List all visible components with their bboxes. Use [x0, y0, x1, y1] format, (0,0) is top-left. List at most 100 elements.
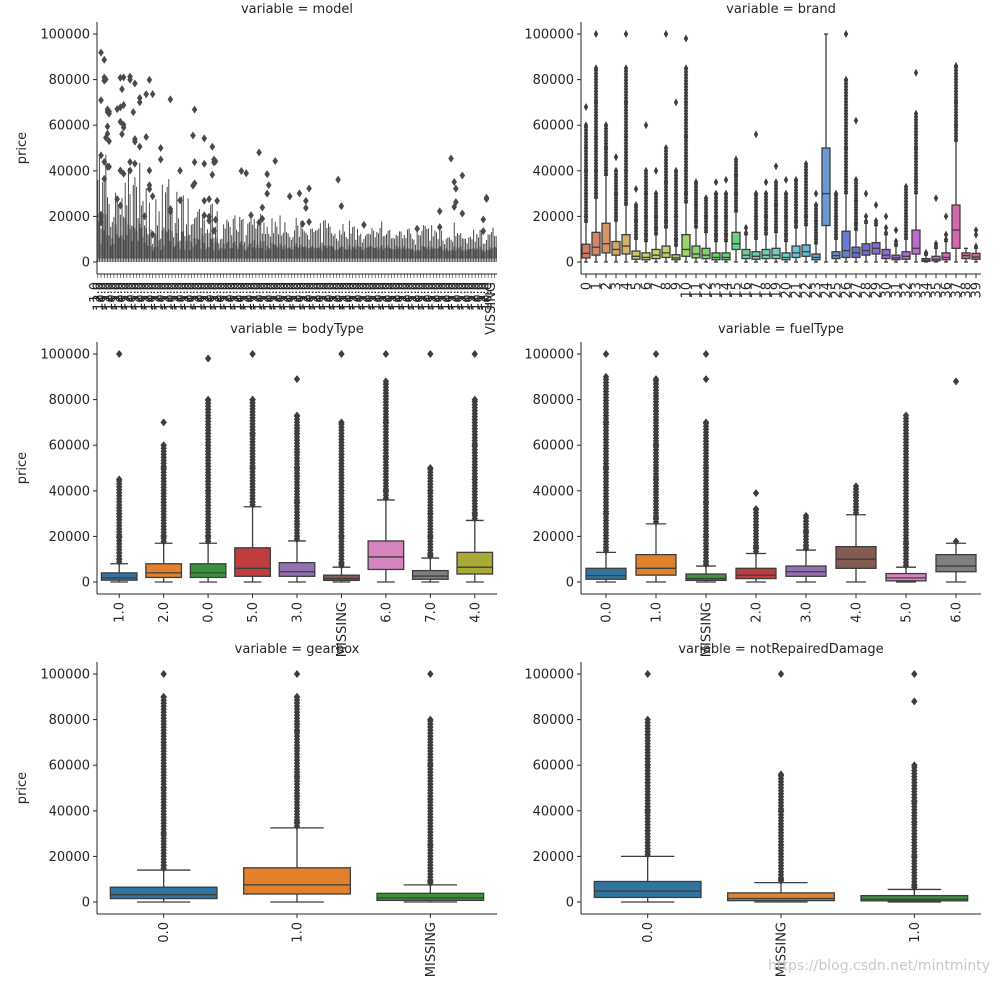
outlier	[338, 350, 345, 358]
x-tick-label: 1.0	[375, 282, 390, 303]
outlier	[873, 216, 879, 225]
box	[305, 246, 307, 259]
outlier	[853, 116, 859, 125]
outlier	[427, 509, 434, 518]
box	[266, 245, 268, 259]
x-tick-label: 1.0	[276, 282, 291, 303]
outlier	[752, 543, 760, 552]
box	[364, 247, 367, 259]
box	[392, 249, 394, 259]
box-0	[581, 102, 591, 263]
facet-title: variable = brand	[726, 2, 836, 17]
outlier	[120, 169, 127, 178]
x-tick-label: 12.0	[329, 282, 344, 311]
x-tick-label: 12.0	[408, 282, 423, 311]
outlier	[120, 100, 127, 109]
box	[493, 246, 496, 259]
y-tick-label: 80000	[533, 713, 574, 728]
x-tick-label: 1.0	[306, 282, 321, 303]
box	[324, 245, 326, 259]
x-tick-label: 13	[710, 282, 725, 299]
outlier	[593, 30, 599, 38]
box	[211, 239, 214, 259]
x-tick-label: 10.0	[431, 282, 446, 311]
x-tick-label: 10.0	[134, 282, 149, 311]
outlier	[338, 418, 345, 427]
outlier	[104, 122, 111, 131]
outlier	[602, 543, 610, 552]
box	[155, 234, 157, 259]
box	[484, 251, 486, 259]
x-tick-label: 10.0	[441, 282, 456, 311]
box-31	[891, 226, 901, 263]
box-1	[591, 30, 601, 263]
outlier	[120, 73, 127, 82]
outlier	[264, 189, 270, 198]
outlier	[249, 429, 256, 438]
outlier	[293, 498, 301, 507]
outlier	[793, 201, 799, 209]
box	[209, 238, 212, 259]
box-14	[721, 175, 731, 263]
box	[230, 248, 233, 259]
iqr-box	[821, 147, 831, 227]
x-tick-label: 5.0	[246, 602, 261, 623]
x-tick-label: 10.0	[293, 282, 308, 311]
box	[137, 240, 139, 259]
outlier	[303, 203, 309, 212]
box	[479, 246, 481, 259]
box-6.0	[367, 350, 405, 583]
box	[127, 224, 130, 259]
outlier	[613, 153, 619, 162]
facet-4: variable = fuelType 0 20000 40000 60000 80000…	[524, 322, 981, 657]
box-2	[601, 121, 611, 263]
outlier	[773, 162, 779, 171]
outlier	[603, 121, 609, 130]
outlier	[673, 98, 679, 107]
box	[440, 246, 443, 259]
box-34	[921, 248, 931, 263]
box	[461, 250, 464, 259]
box	[398, 246, 401, 259]
outlier	[265, 181, 272, 190]
iqr-box	[585, 567, 627, 580]
outlier	[683, 98, 689, 107]
x-tick-label: 12.0	[161, 282, 176, 311]
outlier	[902, 539, 910, 548]
box	[287, 247, 289, 259]
outlier	[653, 189, 659, 198]
outlier	[191, 105, 198, 114]
outlier	[943, 230, 949, 239]
outlier	[633, 230, 639, 239]
outlier	[177, 166, 183, 175]
x-tick-label: 22	[800, 282, 815, 299]
x-tick-label: 12.0	[378, 282, 393, 311]
box	[358, 247, 360, 259]
outlier	[249, 464, 256, 472]
box	[474, 249, 476, 259]
outlier	[693, 178, 699, 187]
outlier	[833, 212, 839, 221]
iqr-box	[731, 231, 741, 251]
iqr-box	[601, 222, 611, 254]
outlier	[643, 166, 649, 175]
outlier	[833, 189, 839, 198]
x-tick-label: 4.0	[850, 602, 865, 623]
box	[340, 246, 343, 259]
box	[168, 229, 170, 259]
iqr-box	[278, 561, 316, 577]
outlier	[160, 418, 167, 427]
box	[372, 247, 375, 259]
box	[113, 243, 115, 259]
box	[401, 248, 404, 259]
outlier	[753, 212, 759, 221]
outlier	[733, 155, 739, 164]
box	[419, 250, 422, 259]
outlier	[853, 196, 859, 205]
outlier	[613, 166, 619, 175]
x-tick-label: 1.0	[128, 282, 143, 303]
y-tick-label: 20000	[49, 530, 90, 545]
outlier	[146, 181, 153, 190]
outlier	[191, 158, 198, 167]
box-35	[931, 194, 941, 263]
